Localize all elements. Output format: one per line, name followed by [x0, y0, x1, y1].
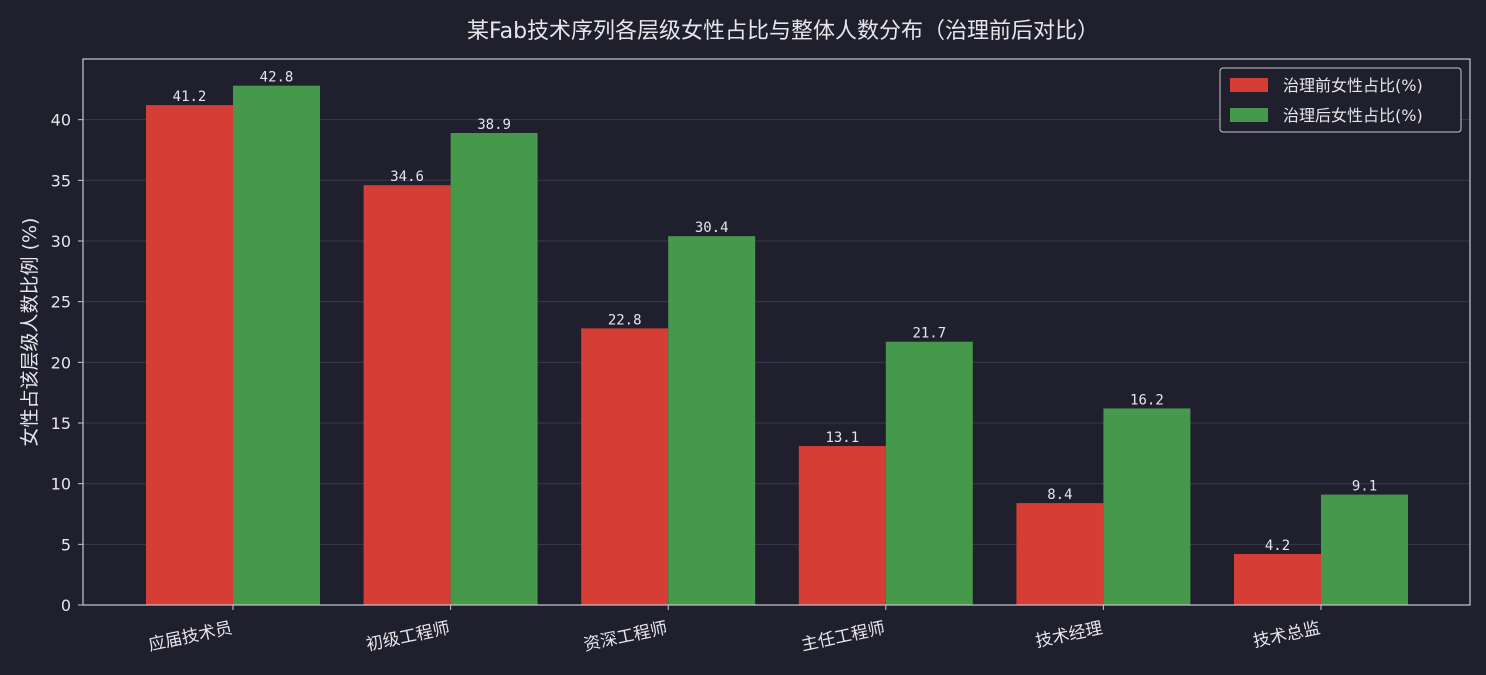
bar-value-label: 9.1: [1352, 479, 1377, 495]
bar-value-label: 13.1: [825, 430, 859, 446]
y-tick-label: 30: [51, 232, 71, 251]
x-tick-label: 技术总监: [1251, 618, 1322, 652]
bar-value-label: 41.2: [173, 89, 207, 105]
value-labels: 41.2 42.8 34.6 38.9 22.8 30.4 13.1 21.7 8.4 16.2 4…: [173, 70, 1378, 554]
bar-after: [233, 85, 320, 605]
x-tick-label: 初级工程师: [364, 618, 451, 655]
x-tick-label: 技术经理: [1034, 618, 1105, 652]
bar-value-label: 38.9: [477, 117, 511, 133]
legend-swatch-after: [1230, 108, 1268, 122]
bar-after: [885, 341, 973, 605]
y-tick-label: 10: [51, 475, 71, 494]
bar-value-label: 21.7: [912, 326, 946, 342]
bars: [146, 85, 1408, 606]
bar-value-label: 4.2: [1265, 538, 1290, 554]
bar-before: [363, 185, 451, 606]
chart-title: 某Fab技术序列各层级女性占比与整体人数分布（治理前后对比）: [467, 19, 1099, 44]
bar-value-label: 16.2: [1130, 392, 1164, 408]
bar-value-label: 34.6: [390, 169, 424, 185]
bar-value-label: 22.8: [608, 312, 642, 328]
x-tick-label: 主任工程师: [800, 618, 887, 655]
legend: 治理前女性占比(%) 治理后女性占比(%): [1219, 67, 1462, 133]
legend-swatch-before: [1230, 78, 1268, 92]
x-axis-ticks: 应届技术员 初级工程师 资深工程师 主任工程师 技术经理 技术总监: [147, 605, 1322, 656]
y-axis-ticks: 0 5 10 15 20 25 30 35 40: [51, 111, 83, 615]
x-tick-label: 资深工程师: [582, 618, 669, 655]
bar-value-label: 30.4: [695, 220, 729, 236]
plot-frame: [82, 58, 1471, 606]
bar-after: [450, 133, 538, 605]
y-tick-label: 0: [61, 596, 71, 615]
bar-before: [581, 328, 669, 605]
y-axis-label: 女性占该层级人数比例 (%): [19, 218, 41, 447]
bar-before: [1234, 554, 1321, 605]
bar-after: [1321, 494, 1408, 605]
legend-label-before: 治理前女性占比(%): [1283, 76, 1423, 95]
y-tick-label: 20: [51, 353, 71, 372]
bar-after: [1103, 408, 1191, 605]
x-tick-label: 应届技术员: [147, 618, 234, 655]
bar-before: [1016, 503, 1104, 605]
y-tick-label: 35: [51, 171, 71, 190]
bar-value-label: 8.4: [1047, 487, 1072, 503]
y-tick-label: 5: [61, 535, 71, 554]
bar-before: [798, 446, 886, 605]
bar-after: [668, 236, 756, 605]
y-tick-label: 15: [51, 414, 71, 433]
y-tick-label: 25: [51, 293, 71, 312]
legend-label-after: 治理后女性占比(%): [1283, 106, 1423, 125]
bar-before: [146, 105, 233, 606]
bar-value-label: 42.8: [260, 70, 294, 86]
y-tick-label: 40: [51, 111, 71, 130]
legend-box: [1219, 67, 1462, 133]
